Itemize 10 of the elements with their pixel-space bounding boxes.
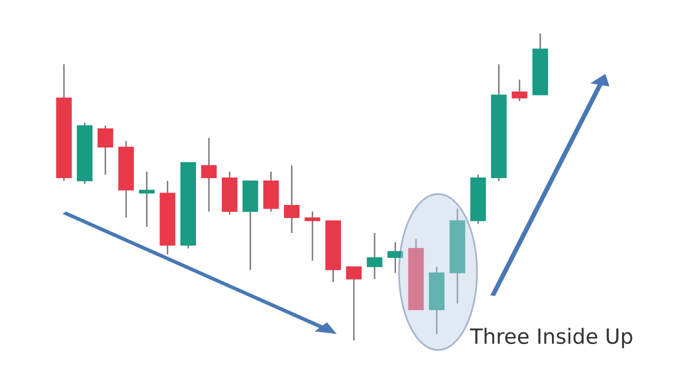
candlestick <box>98 124 114 176</box>
candlestick <box>512 78 528 102</box>
candlestick <box>387 242 404 274</box>
candlestick <box>366 232 382 280</box>
candlestick <box>284 164 300 234</box>
candlestick <box>138 170 155 228</box>
candlestick <box>346 266 362 342</box>
candlestick <box>201 137 217 212</box>
candlestick <box>304 210 320 262</box>
annotation: Three Inside Up <box>470 328 632 348</box>
